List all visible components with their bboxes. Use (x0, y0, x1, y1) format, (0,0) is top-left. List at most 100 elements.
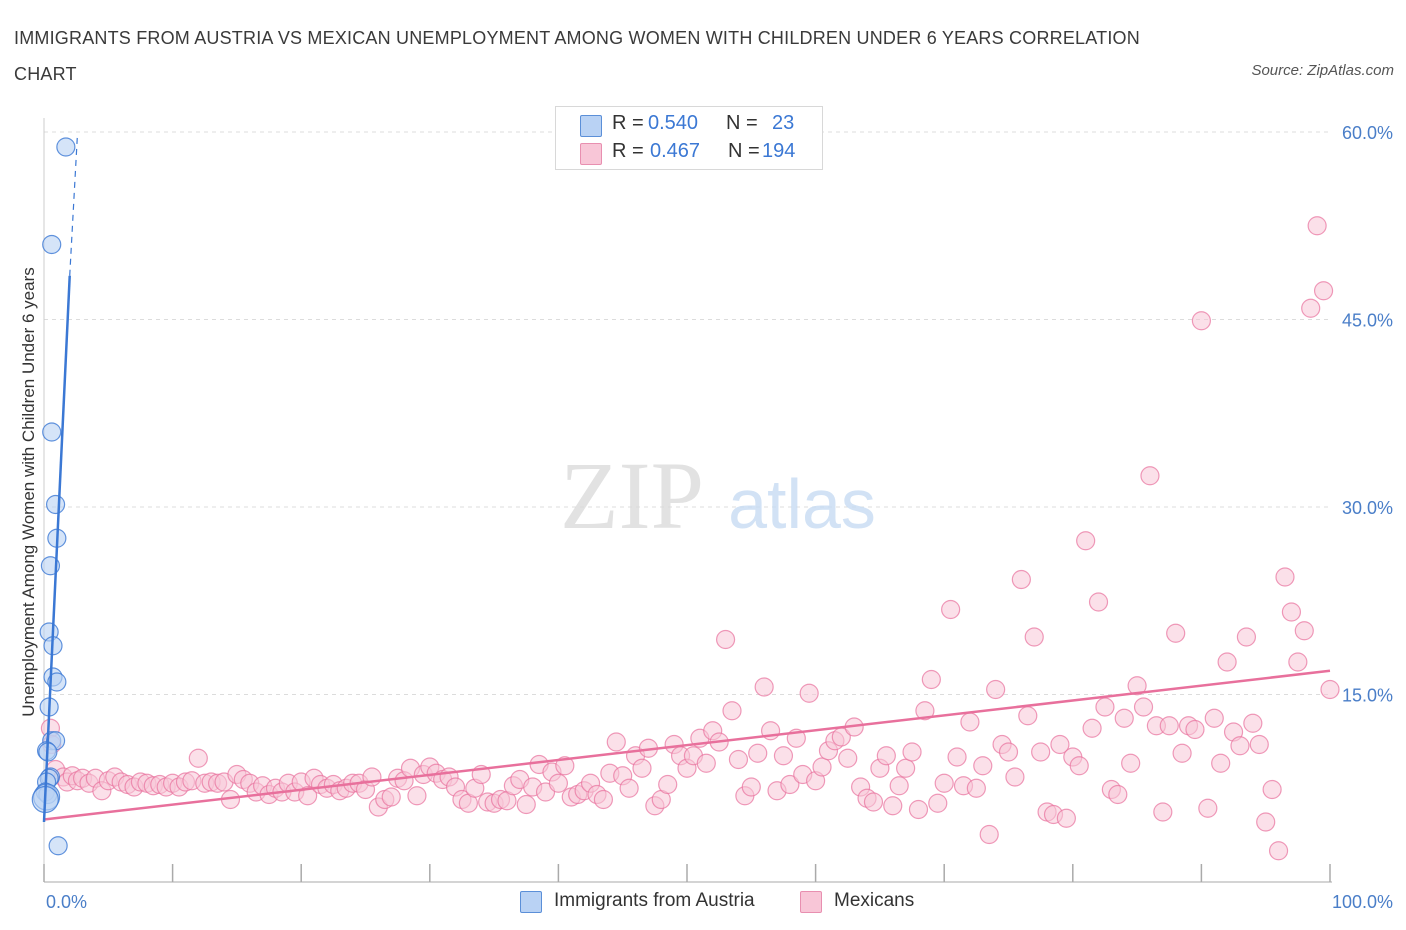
point-mexicans (407, 786, 427, 806)
x-tick-label-max: 100.0% (1332, 892, 1393, 912)
point-mexicans (1159, 716, 1179, 736)
point-mexicans (1204, 708, 1224, 728)
point-mexicans (973, 756, 993, 776)
point-mexicans (722, 701, 742, 721)
point-mexicans (812, 757, 832, 777)
point-mexicans (1185, 719, 1205, 740)
point-mexicans (896, 758, 916, 778)
point-mexicans (1268, 841, 1289, 861)
point-mexicans (941, 599, 961, 620)
point-mexicans (188, 748, 208, 768)
point-mexicans (1230, 736, 1250, 756)
point-mexicans (876, 746, 896, 766)
x-tick-label-min: 0.0% (46, 892, 87, 912)
point-austria (56, 137, 76, 157)
point-mexicans (516, 794, 536, 815)
watermark: ZIP atlas (560, 442, 876, 549)
y-tick-label: 60.0% (1342, 123, 1393, 143)
point-mexicans (1031, 742, 1051, 762)
legend-n-value: 23 (772, 112, 795, 134)
tick-labels: 15.0% 30.0% 45.0% 60.0% 0.0% 100.0% (46, 123, 1393, 912)
watermark-atlas: atlas (728, 465, 876, 543)
y-axis-label: Unemployment Among Women with Children U… (19, 267, 38, 716)
point-mexicans (863, 792, 884, 812)
point-mexicans (979, 824, 999, 845)
legend-r-value: 0.540 (648, 112, 699, 134)
point-mexicans (1024, 627, 1044, 647)
point-austria (42, 234, 62, 255)
point-mexicans (960, 712, 980, 732)
point-mexicans (728, 749, 749, 770)
trend-lines (42, 134, 1331, 823)
legend-r-label: R = (612, 112, 644, 134)
point-mexicans (883, 796, 903, 816)
point-mexicans (1256, 812, 1276, 832)
point-mexicans (1217, 652, 1237, 672)
point-mexicans (921, 669, 941, 690)
point-mexicans (1172, 743, 1192, 763)
point-mexicans (298, 786, 318, 806)
trend-line-mexicans (43, 669, 1331, 821)
point-mexicans (1005, 767, 1025, 787)
point-mexicans (1140, 466, 1160, 486)
y-tick-label: 30.0% (1342, 498, 1393, 518)
point-mexicans (1320, 679, 1340, 700)
point-mexicans (934, 773, 954, 793)
point-austria (47, 672, 67, 692)
bottom-legend-swatch-mexicans (800, 891, 822, 913)
point-mexicans (1069, 756, 1089, 776)
point-mexicans (1018, 706, 1038, 726)
point-mexicans (381, 787, 401, 807)
point-mexicans (902, 742, 922, 762)
point-mexicans (606, 732, 626, 752)
point-mexicans (799, 683, 819, 703)
point-mexicans (1088, 592, 1109, 612)
bottom-legend-mexicans: Mexicans (800, 888, 960, 916)
series-austria-points (31, 137, 76, 856)
point-mexicans (889, 776, 909, 796)
point-mexicans (838, 748, 858, 768)
point-austria (45, 494, 66, 515)
point-austria (48, 836, 68, 856)
point-mexicans (1275, 567, 1295, 587)
bottom-legend-label-austria: Immigrants from Austria (554, 890, 755, 911)
point-mexicans (780, 774, 800, 795)
watermark-zip: ZIP (560, 442, 704, 549)
point-mexicans (1076, 531, 1096, 551)
point-mexicans (632, 758, 652, 778)
legend-r-value: 0.467 (650, 140, 701, 162)
point-mexicans (1307, 216, 1327, 236)
point-mexicans (998, 742, 1019, 762)
point-mexicans (1082, 718, 1102, 738)
point-mexicans (1127, 676, 1147, 696)
point-mexicans (619, 778, 639, 798)
point-mexicans (1313, 281, 1334, 301)
bottom-legend-swatch-austria (520, 891, 542, 913)
point-mexicans (966, 778, 986, 798)
bottom-legend-label-mexicans: Mexicans (834, 890, 915, 911)
y-tick-label: 45.0% (1342, 311, 1393, 331)
source-note: Source: ZipAtlas.com (1251, 62, 1394, 79)
point-mexicans (908, 799, 929, 820)
legend-n-value: 194 (762, 140, 796, 162)
legend-swatch-mexicans (580, 143, 602, 165)
point-mexicans (1095, 697, 1115, 717)
point-mexicans (1050, 734, 1070, 755)
point-mexicans (1288, 652, 1308, 672)
bottom-legend-austria: Immigrants from Austria (520, 888, 780, 916)
point-mexicans (1281, 602, 1302, 622)
point-mexicans (696, 753, 716, 773)
point-mexicans (1114, 708, 1134, 728)
point-mexicans (1243, 713, 1263, 733)
point-mexicans (773, 746, 794, 766)
point-mexicans (1249, 734, 1269, 755)
gridlines (44, 131, 1330, 695)
point-mexicans (1191, 311, 1212, 331)
point-mexicans (1198, 798, 1218, 818)
legend-r-label: R = (612, 140, 644, 162)
point-mexicans (915, 701, 935, 721)
legend-n-label: N = (728, 140, 760, 162)
point-mexicans (1011, 569, 1031, 590)
point-mexicans (1121, 753, 1141, 773)
